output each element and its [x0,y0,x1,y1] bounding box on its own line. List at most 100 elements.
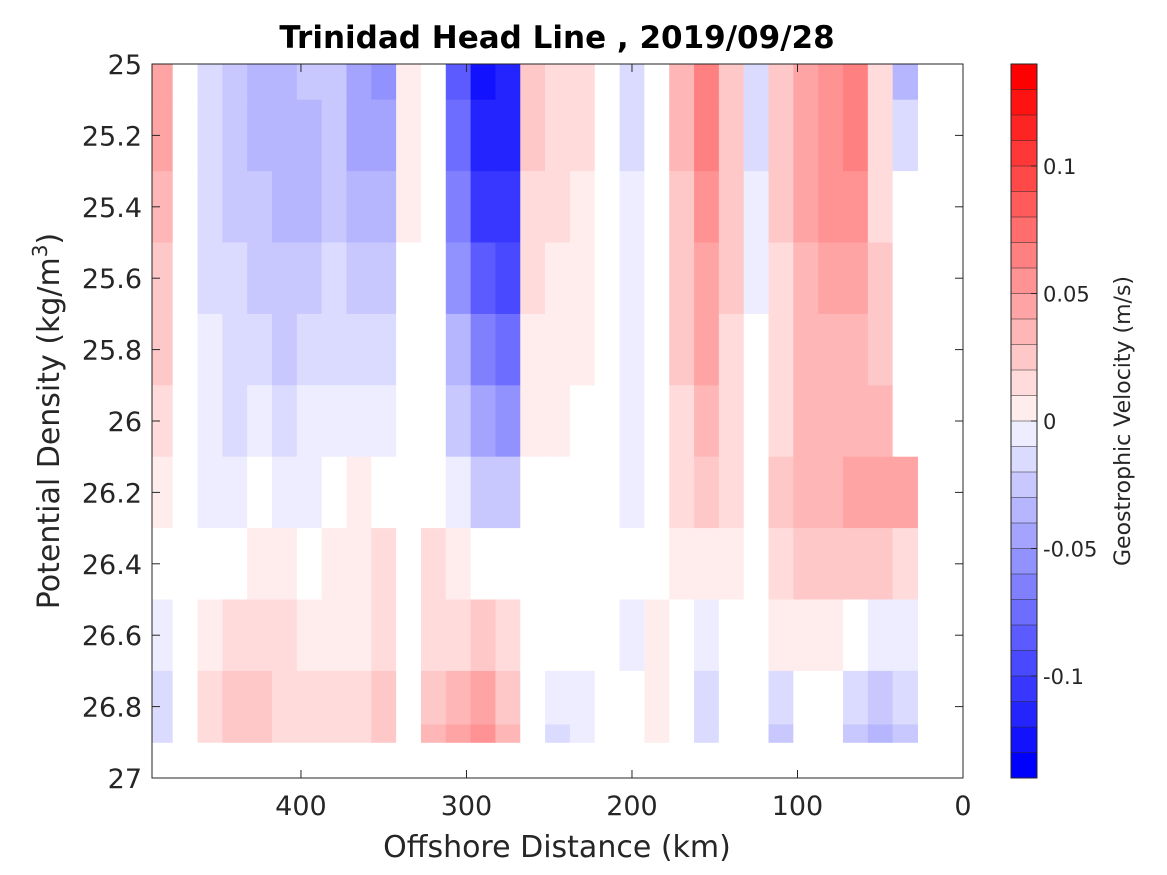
heatmap-cell [594,599,621,672]
heatmap-cell [420,724,447,743]
y-tick-label: 26.6 [82,621,142,652]
heatmap-cell [793,456,819,529]
heatmap-cell [247,670,273,725]
heatmap-cell [793,724,819,743]
colorbar-swatch [1011,242,1037,269]
heatmap-cell [321,99,347,172]
heatmap-cell [321,724,347,743]
heatmap-cell [520,724,546,743]
heatmap-cell [346,724,372,743]
heatmap-cell [818,385,844,458]
heatmap-cell [470,599,496,672]
heatmap-cell [396,385,422,458]
y-axis-label-close: ) [32,233,67,245]
heatmap-cell [520,599,546,672]
heatmap-cell [520,242,546,315]
heatmap-cell [247,171,273,243]
heatmap-cell [371,724,397,743]
heatmap-cell [793,171,819,243]
heatmap-cell [296,385,323,458]
colorbar-swatch [1011,625,1037,651]
heatmap-cell [271,599,298,672]
colorbar [1011,63,1037,779]
colorbar-swatch [1011,446,1037,473]
heatmap-cell [843,724,869,743]
heatmap-cell [867,599,894,672]
heatmap-cell [843,171,869,243]
heatmap-cell [545,528,571,600]
heatmap-cell [545,670,571,725]
heatmap-cell [843,64,869,101]
colorbar-swatch [1011,395,1037,422]
heatmap-cell [743,313,770,386]
heatmap-cell [495,99,521,172]
colorbar-swatch [1011,89,1037,116]
y-axis: 25 25.2 25.4 25.6 25.8 26 26.2 26.4 26.6 26.8 27 [82,50,963,795]
heatmap-cell [867,64,894,101]
heatmap-cell [594,670,621,725]
heatmap-cell [669,64,695,101]
y-tick-label: 25.8 [82,336,142,367]
heatmap-cell [495,456,521,529]
heatmap-cell [768,99,794,172]
heatmap-cell [396,313,422,386]
heatmap-cell [346,313,372,386]
heatmap-cell [867,528,894,600]
colorbar-tick-label: 0.1 [1043,155,1076,179]
heatmap-cell [520,385,546,458]
heatmap-cell [569,456,596,529]
heatmap-cell [197,99,223,172]
heatmap-cell [694,99,720,172]
heatmap-cell [271,242,298,315]
heatmap-cell [470,724,496,743]
heatmap-cell [371,528,397,600]
heatmap-cell [644,171,670,243]
heatmap-cell [718,385,745,458]
heatmap-cell [644,599,670,672]
heatmap-cell [867,724,894,743]
heatmap-cell [718,99,745,172]
heatmap-cell [197,64,223,101]
colorbar-tick-label: -0.05 [1043,538,1097,562]
heatmap-cell [152,313,174,386]
heatmap-cell [594,724,621,743]
heatmap-cell [271,724,298,743]
heatmap-cell [247,385,273,458]
heatmap-cell [371,456,397,529]
heatmap-cell [793,599,819,672]
heatmap-cell [296,670,323,725]
heatmap-cell [768,670,794,725]
heatmap-cell [296,528,323,600]
heatmap-cell [768,242,794,315]
heatmap-cell [644,64,670,101]
heatmap-cell [445,385,472,458]
colorbar-ticks: 0.1 0.05 0 -0.05 -0.1 [1031,155,1097,689]
heatmap-cell [843,670,869,725]
colorbar-swatch [1011,701,1037,728]
colorbar-swatch [1011,497,1037,524]
heatmap-cell [694,670,720,725]
y-axis-label: Potential Density (kg/m3) [28,233,67,609]
colorbar-swatch [1011,421,1037,447]
heatmap-cell [669,171,695,243]
heatmap-cell [470,385,496,458]
heatmap-cell [520,99,546,172]
heatmap-cell [867,171,894,243]
heatmap-cell [569,313,596,386]
heatmap-cell [818,599,844,672]
heatmap-cell [296,242,323,315]
heatmap-cell [545,313,571,386]
heatmap-cell [152,171,174,243]
heatmap-cell [420,385,447,458]
heatmap-cell [520,171,546,243]
heatmap-cell [197,171,223,243]
heatmap-cell [222,385,248,458]
heatmap-cell [321,242,347,315]
heatmap-cell [152,724,174,743]
heatmap-cell [222,242,248,315]
colorbar-label: Geostrophic Velocity (m/s) [1111,276,1136,566]
heatmap-cell [644,724,670,743]
heatmap-cell [594,171,621,243]
x-tick-label: 400 [275,791,327,822]
heatmap-cell [694,64,720,101]
